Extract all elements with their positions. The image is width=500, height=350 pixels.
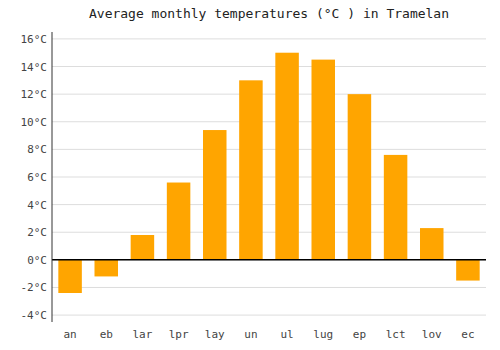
bar [348,94,372,260]
bar [203,130,227,260]
bars [58,53,479,293]
bar [384,155,408,260]
grid-line [52,315,486,316]
x-tick-label: ec [461,328,474,341]
grid-line [52,94,486,95]
y-tick-label: 2°C [27,226,47,239]
grid-line [52,177,486,178]
bar [131,235,155,260]
zero-line [52,259,486,261]
bar [275,53,299,260]
bar [94,260,118,277]
grid [52,39,486,315]
x-tick-label: un [244,328,257,341]
x-tick-label: an [63,328,76,341]
grid-line [52,149,486,150]
x-tick-label: lpr [169,328,189,341]
bar [167,183,191,260]
y-axis-line [52,32,53,322]
bar [58,260,82,293]
y-tick-label: 4°C [27,199,47,212]
bar [456,260,480,281]
y-tick-label: 0°C [27,254,47,267]
y-tick-label: 16°C [21,33,48,46]
y-tick-label: -4°C [21,309,48,322]
x-tick-label: lct [386,328,406,341]
x-tick-label: ep [353,328,366,341]
grid-line [52,259,486,260]
y-tick-label: 12°C [21,88,48,101]
x-tick-label: lay [205,328,225,341]
grid-line [52,204,486,205]
bar [239,80,263,260]
grid-line [52,121,486,122]
bar [311,60,335,260]
grid-line [52,38,486,39]
y-tick-label: 6°C [27,171,47,184]
y-tick-label: -2°C [21,281,48,294]
grid-line [52,287,486,288]
chart-container: Average monthly temperatures (°C ) in Tr… [0,0,500,350]
chart: Average monthly temperatures (°C ) in Tr… [0,0,500,350]
grid-line [52,66,486,67]
x-tick-label: lug [313,328,333,341]
y-tick-label: 8°C [27,143,47,156]
y-tick-label: 10°C [21,116,48,129]
title: Average monthly temperatures (°C ) in Tr… [89,6,449,21]
x-tick-label: ul [280,328,293,341]
x-tick-label: eb [100,328,113,341]
bar [420,228,444,260]
x-tick-label: lov [422,328,442,341]
y-tick-label: 14°C [21,61,48,74]
x-tick-label: lar [132,328,152,341]
